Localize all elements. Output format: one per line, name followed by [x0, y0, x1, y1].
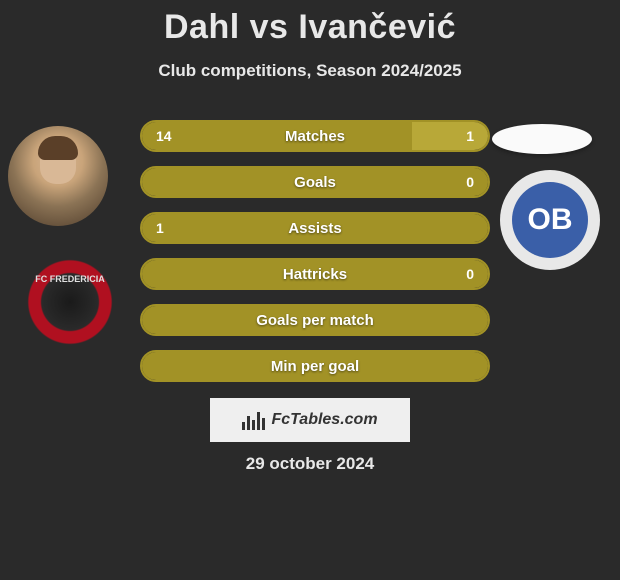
- stat-value-right: 0: [466, 260, 474, 288]
- stat-label: Hattricks: [142, 260, 488, 288]
- player-right-placeholder: [492, 124, 592, 154]
- watermark-text: FcTables.com: [271, 411, 377, 429]
- watermark: FcTables.com: [210, 398, 410, 442]
- club-logo-right: OB: [500, 170, 600, 270]
- stats-chart: Matches141Goals0Assists1Hattricks0Goals …: [140, 120, 490, 396]
- club-logo-right-label: OB: [512, 182, 588, 258]
- stat-value-right: 0: [466, 168, 474, 196]
- stat-value-right: 1: [466, 122, 474, 150]
- watermark-icon: [242, 410, 265, 430]
- player-left-photo: [8, 126, 108, 226]
- stat-row: Goals0: [140, 166, 490, 198]
- stat-row: Goals per match: [140, 304, 490, 336]
- stat-row: Min per goal: [140, 350, 490, 382]
- page-title: Dahl vs Ivančević: [0, 0, 620, 47]
- stat-label: Min per goal: [142, 352, 488, 380]
- stat-value-left: 14: [156, 122, 172, 150]
- stat-row: Hattricks0: [140, 258, 490, 290]
- subtitle: Club competitions, Season 2024/2025: [0, 61, 620, 81]
- stat-label: Goals: [142, 168, 488, 196]
- stat-row: Matches14 1: [140, 120, 490, 152]
- stat-value-left: 1: [156, 214, 164, 242]
- date-label: 29 october 2024: [0, 454, 620, 474]
- stat-row: Assists1: [140, 212, 490, 244]
- club-logo-left: FC FREDERICIA: [20, 252, 120, 352]
- stat-label: Matches: [142, 122, 488, 150]
- stat-label: Assists: [142, 214, 488, 242]
- stat-label: Goals per match: [142, 306, 488, 334]
